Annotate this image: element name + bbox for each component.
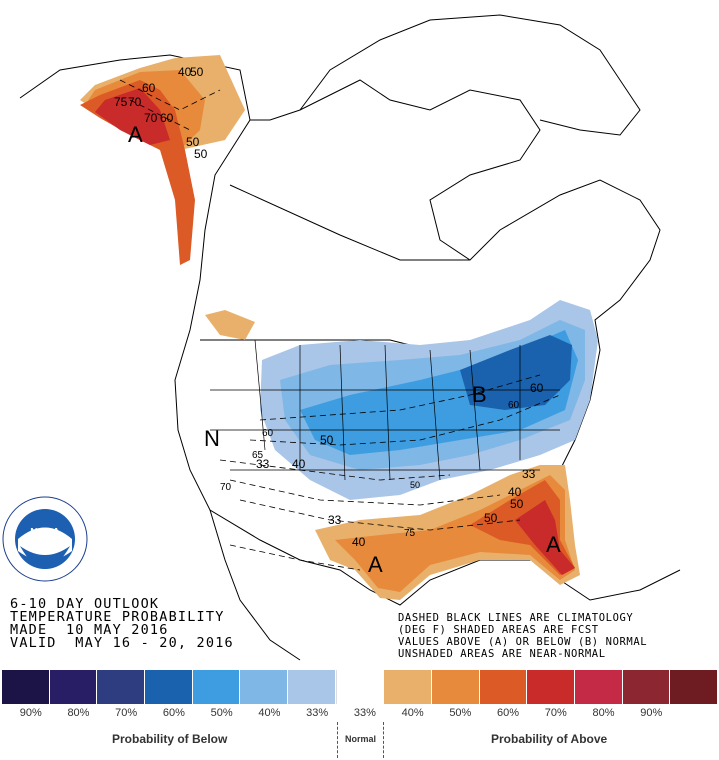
colorbar-segment bbox=[384, 670, 433, 704]
south-value: 50 bbox=[510, 497, 524, 511]
south-value: 50 bbox=[484, 511, 498, 525]
south-value: 40 bbox=[508, 485, 522, 499]
south-value: 75 bbox=[404, 528, 416, 539]
colorbar-segment bbox=[240, 670, 289, 704]
alaska-value: 50 bbox=[186, 135, 200, 149]
title-line: VALID MAY 16 - 20, 2016 bbox=[10, 635, 234, 651]
colorbar-tick-label: 40% bbox=[258, 707, 281, 719]
title-line: MADE 10 MAY 2016 bbox=[10, 622, 169, 638]
colorbar-tick-label: 33% bbox=[353, 707, 376, 719]
midwest-value: 40 bbox=[292, 457, 306, 471]
west-N-label: N bbox=[204, 426, 220, 451]
map-labels: A 60 40 50 70 60 50 50 70 75 B 60 60 60 … bbox=[114, 65, 561, 577]
probability-colorbar bbox=[2, 670, 719, 704]
caption-above: Probability of Above bbox=[491, 732, 608, 746]
colorbar-segment bbox=[288, 670, 336, 704]
alaska-value: 50 bbox=[194, 147, 208, 161]
midwest-value: 50 bbox=[410, 480, 420, 490]
alaska-value: 60 bbox=[160, 111, 174, 125]
south-value: 33 bbox=[328, 513, 342, 527]
title-line: 6-10 DAY OUTLOOK bbox=[10, 596, 160, 612]
colorbar-tick-label: 40% bbox=[401, 707, 424, 719]
west-climo: 75 bbox=[404, 528, 416, 539]
alaska-value: 60 bbox=[142, 81, 156, 95]
note-line: (DEG F) SHADED AREAS ARE FCST bbox=[398, 624, 599, 636]
colorbar-segment bbox=[2, 670, 50, 704]
south-value: 33 bbox=[522, 467, 536, 481]
alaska-value: 70 bbox=[128, 95, 142, 109]
below-normal-area bbox=[260, 300, 598, 500]
colorbar-segment bbox=[670, 670, 719, 704]
outlook-map: A 60 40 50 70 60 50 50 70 75 B 60 60 60 … bbox=[19, 14, 681, 661]
east-B-label: B bbox=[472, 382, 487, 407]
colorbar-tick-label: 60% bbox=[497, 707, 520, 719]
noaa-logo: NOAA bbox=[2, 496, 88, 582]
colorbar-ticks: 90% 80% 70% 60% 50% 40% 33% 33% 40% 50% 60% 70% 80% 9… bbox=[2, 707, 718, 721]
caption-normal: Normal bbox=[345, 734, 377, 744]
south-value: 40 bbox=[352, 535, 366, 549]
midwest-value: 60 bbox=[262, 428, 274, 439]
colorbar-segment bbox=[192, 670, 241, 704]
colorbar-tick-label: 90% bbox=[640, 707, 663, 719]
normal-divider-left bbox=[337, 722, 338, 758]
colorbar-segment bbox=[49, 670, 98, 704]
colorbar-tick-label: 33% bbox=[306, 707, 329, 719]
above-normal-area-south bbox=[315, 465, 580, 600]
west-climo: 70 bbox=[220, 482, 232, 493]
colorbar-segment bbox=[575, 670, 623, 704]
colorbar-tick-label: 50% bbox=[449, 707, 472, 719]
alaska-value: 50 bbox=[190, 65, 204, 79]
state-borders bbox=[210, 339, 560, 481]
normal-divider-right bbox=[383, 722, 384, 758]
colorbar-tick-label: 90% bbox=[19, 707, 42, 719]
climatology-lines bbox=[119, 79, 561, 571]
colorbar-segment bbox=[622, 670, 671, 704]
colorbar-segment bbox=[527, 670, 576, 704]
note-line: DASHED BLACK LINES ARE CLIMATOLOGY bbox=[398, 612, 634, 624]
colorbar-tick-label: 50% bbox=[210, 707, 233, 719]
colorbar-segment bbox=[479, 670, 528, 704]
colorbar-segment bbox=[97, 670, 146, 704]
colorbar-tick-label: 80% bbox=[67, 707, 90, 719]
pacific-nw-above-area bbox=[205, 310, 255, 340]
note-line: VALUES ABOVE (A) OR BELOW (B) NORMAL bbox=[398, 636, 648, 648]
alaska-A-label: A bbox=[128, 122, 143, 147]
noaa-logo-text: NOAA bbox=[30, 527, 59, 538]
alaska-value: 40 bbox=[178, 65, 192, 79]
east-value: 60 bbox=[530, 381, 544, 395]
east-value: 60 bbox=[508, 400, 520, 411]
colorbar-tick-label bbox=[670, 707, 718, 721]
colorbar-tick-label: 60% bbox=[162, 707, 185, 719]
midwest-value: 50 bbox=[320, 433, 334, 447]
legend-note: DASHED BLACK LINES ARE CLIMATOLOGY (DEG F… bbox=[398, 612, 647, 660]
west-climo: 65 bbox=[252, 450, 264, 461]
alaska-value: 75 bbox=[114, 95, 128, 109]
caption-below: Probability of Below bbox=[112, 732, 228, 746]
title-line: TEMPERATURE PROBABILITY bbox=[10, 609, 225, 625]
alaska-value: 70 bbox=[144, 111, 158, 125]
colorbar-segment bbox=[432, 670, 480, 704]
alaska-above-area bbox=[80, 55, 245, 265]
outlook-title-block: 6-10 DAY OUTLOOK TEMPERATURE PROBABILITY M… bbox=[10, 596, 234, 651]
colorbar-tick-label: 70% bbox=[544, 707, 567, 719]
colorbar-segment bbox=[145, 670, 193, 704]
colorbar-segment bbox=[335, 670, 385, 704]
colorbar-tick-label: 70% bbox=[115, 707, 138, 719]
colorbar-tick-label: 80% bbox=[592, 707, 615, 719]
midwest-value: 33 bbox=[256, 457, 270, 471]
southeast-A-label: A bbox=[546, 532, 561, 557]
south-A-label: A bbox=[368, 552, 383, 577]
note-line: UNSHADED AREAS ARE NEAR-NORMAL bbox=[398, 648, 606, 660]
